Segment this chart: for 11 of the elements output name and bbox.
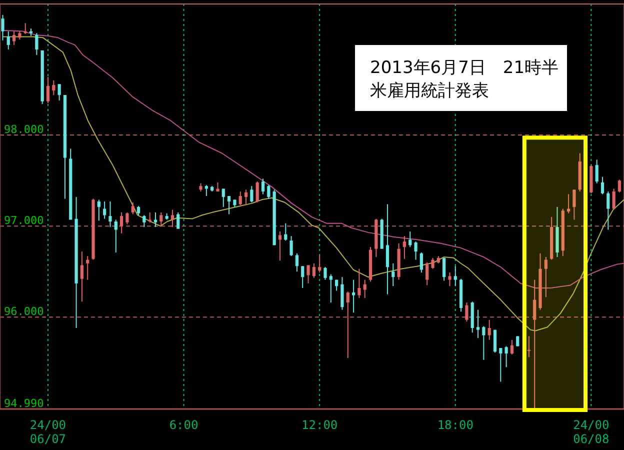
annotation: 2013年6月7日 21時半 [370,58,559,78]
x-tick-label: 6:00 [169,418,198,432]
y-tick-label: 94.990 [4,397,44,410]
x-tick-label: 12:00 [302,418,338,432]
x-tick-label: 18:00 [437,418,474,432]
annotation: 米雇用統計発表 [370,81,489,101]
y-tick-label: 98.000 [4,123,44,136]
y-tick-label: 97.000 [4,214,44,228]
x-tick-label: 24/00 06/08 [573,418,610,446]
y-tick-label: 96.000 [4,305,44,318]
x-tick-label: 24/00 06/07 [30,418,66,446]
